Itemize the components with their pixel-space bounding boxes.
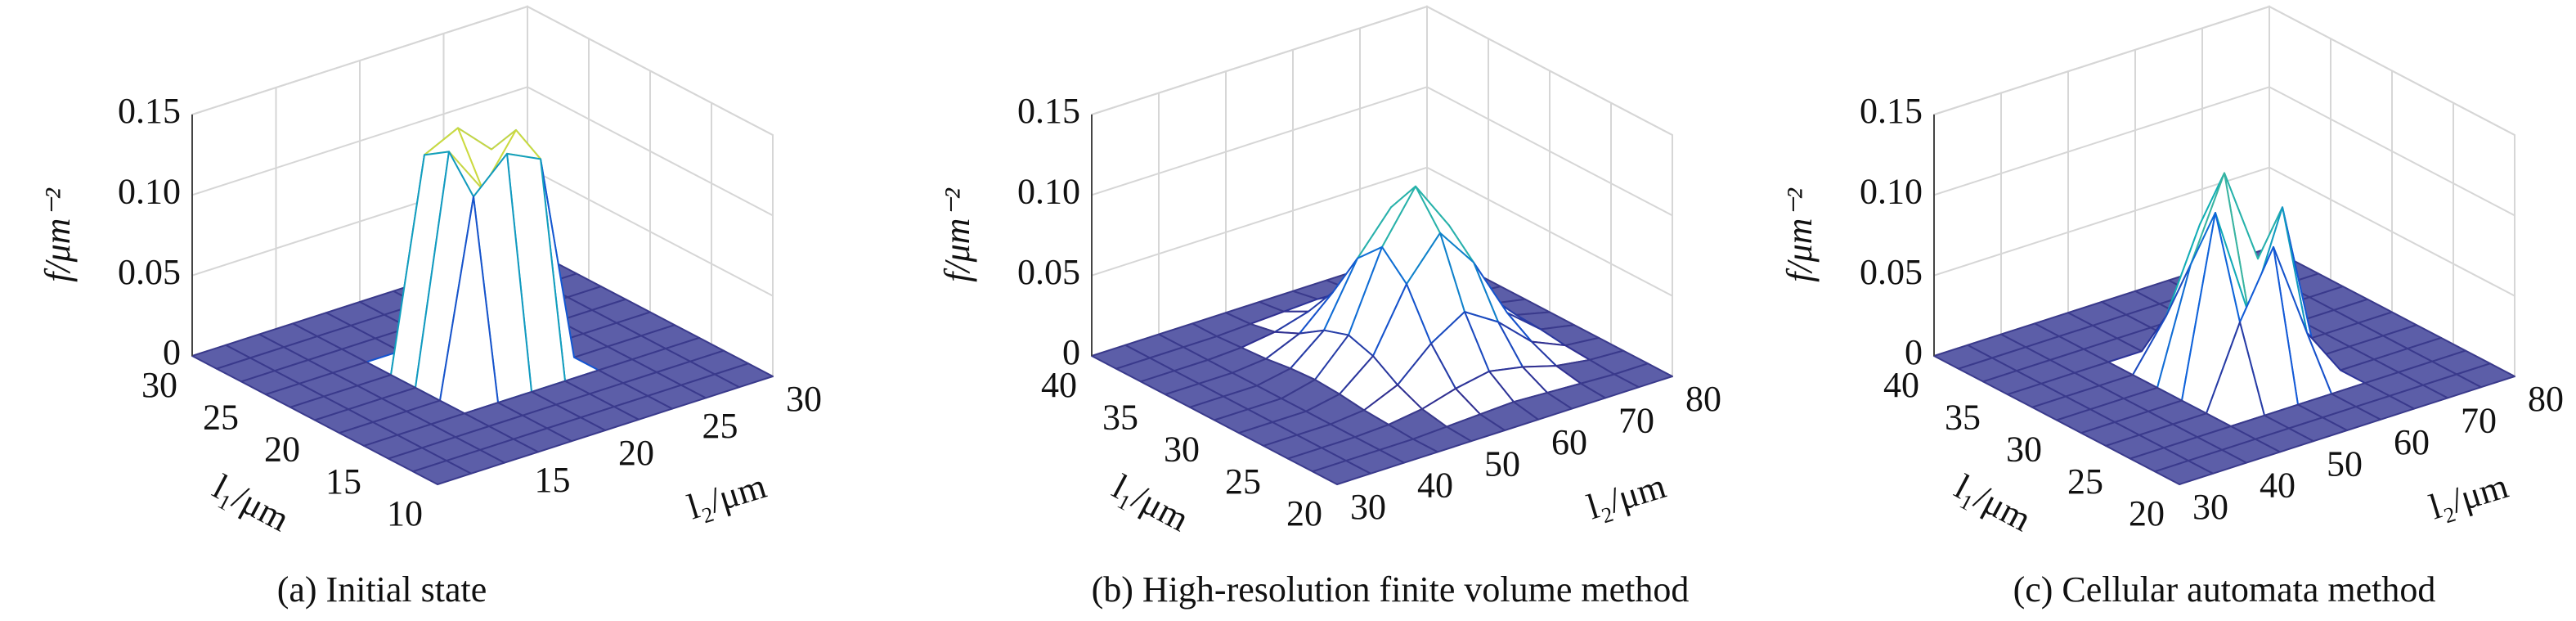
x-tick-label: 20 (618, 433, 654, 473)
y-tick-label: 30 (2006, 430, 2042, 470)
y-tick-label: 30 (141, 365, 177, 405)
x-tick-label: 15 (535, 460, 571, 500)
x-tick-label: 30 (2192, 487, 2228, 527)
y-axis-label: l₁/μm (1106, 466, 1195, 539)
x-tick-label: 25 (702, 406, 738, 446)
grid-line (1091, 86, 1673, 217)
z-tick-label: 0.10 (1017, 171, 1080, 211)
x-axis-label: l₂/μm (1582, 466, 1671, 527)
x-tick-label: 30 (786, 379, 822, 419)
y-tick-label: 35 (1945, 397, 1981, 437)
x-axis-label: l₂/μm (683, 466, 771, 527)
y-tick-label: 20 (1286, 493, 1322, 533)
y-tick-label: 10 (387, 493, 423, 533)
grid-line (1933, 5, 2515, 136)
chart-title: (b) High-resolution finite volume method (1092, 569, 1690, 610)
z-tick-label: 0.10 (1860, 171, 1923, 211)
grid-line (1091, 5, 1673, 136)
z-tick-label: 0.15 (1017, 91, 1080, 131)
y-tick-label: 25 (203, 397, 239, 437)
x-axis-label: l₂/μm (2425, 466, 2513, 527)
y-tick-label: 40 (1041, 365, 1077, 405)
z-tick-label: 0.05 (118, 252, 181, 292)
z-tick-label: 0.05 (1860, 252, 1923, 292)
x-tick-label: 30 (1350, 487, 1386, 527)
surface-chart: 0 0.05 0.10 0.15 30 40 50 60 70 80 20 25 30 35 40 l₂/μm… (937, 5, 1721, 610)
y-tick-label: 25 (1225, 461, 1261, 502)
x-tick-label: 40 (2260, 466, 2296, 506)
z-tick-label: 0.05 (1017, 252, 1080, 292)
z-tick-label: 0.10 (118, 171, 181, 211)
z-tick-label: 0.15 (118, 91, 181, 131)
surface-patch (1312, 460, 1371, 485)
chart-title: (c) Cellular automata method (2013, 569, 2436, 610)
y-tick-label: 20 (264, 430, 300, 470)
y-tick-label: 40 (1883, 365, 1919, 405)
x-tick-label: 80 (1685, 379, 1721, 419)
x-tick-label: 60 (2394, 422, 2430, 462)
x-tick-label: 70 (1618, 400, 1654, 440)
z-tick-label: 0 (1062, 332, 1080, 372)
y-axis-label: l₁/μm (206, 466, 295, 539)
surface-chart: 0 0.05 0.10 0.15 15 20 25 30 10 15 20 25 30 l₂/μm l₁/μ… (38, 5, 822, 610)
z-tick-label: 0 (1905, 332, 1923, 372)
z-tick-label: 0.15 (1860, 91, 1923, 131)
y-tick-label: 20 (2129, 493, 2165, 533)
y-tick-label: 25 (2067, 461, 2103, 502)
grid-line (191, 5, 774, 136)
x-tick-label: 40 (1417, 466, 1453, 506)
z-axis-label: f/μm⁻² (937, 187, 977, 282)
y-tick-label: 35 (1102, 397, 1138, 437)
x-tick-label: 50 (1484, 443, 1520, 484)
y-tick-label: 30 (1164, 430, 1200, 470)
x-tick-label: 50 (2327, 443, 2363, 484)
chart-title: (a) Initial state (277, 569, 487, 610)
x-tick-label: 70 (2461, 400, 2497, 440)
surface-chart: 0 0.05 0.10 0.15 30 40 50 60 70 80 20 25 30 35 40 l₂/μm… (1779, 5, 2564, 610)
x-tick-label: 80 (2528, 379, 2564, 419)
y-axis-label: l₁/μm (1948, 466, 2037, 539)
x-tick-label: 60 (1551, 422, 1587, 462)
z-axis-label: f/μm⁻² (38, 187, 78, 282)
surface-patch (2154, 460, 2214, 485)
z-axis-label: f/μm⁻² (1779, 187, 1820, 282)
z-tick-label: 0 (163, 332, 181, 372)
y-tick-label: 15 (325, 461, 361, 502)
surface-patch (412, 460, 472, 485)
